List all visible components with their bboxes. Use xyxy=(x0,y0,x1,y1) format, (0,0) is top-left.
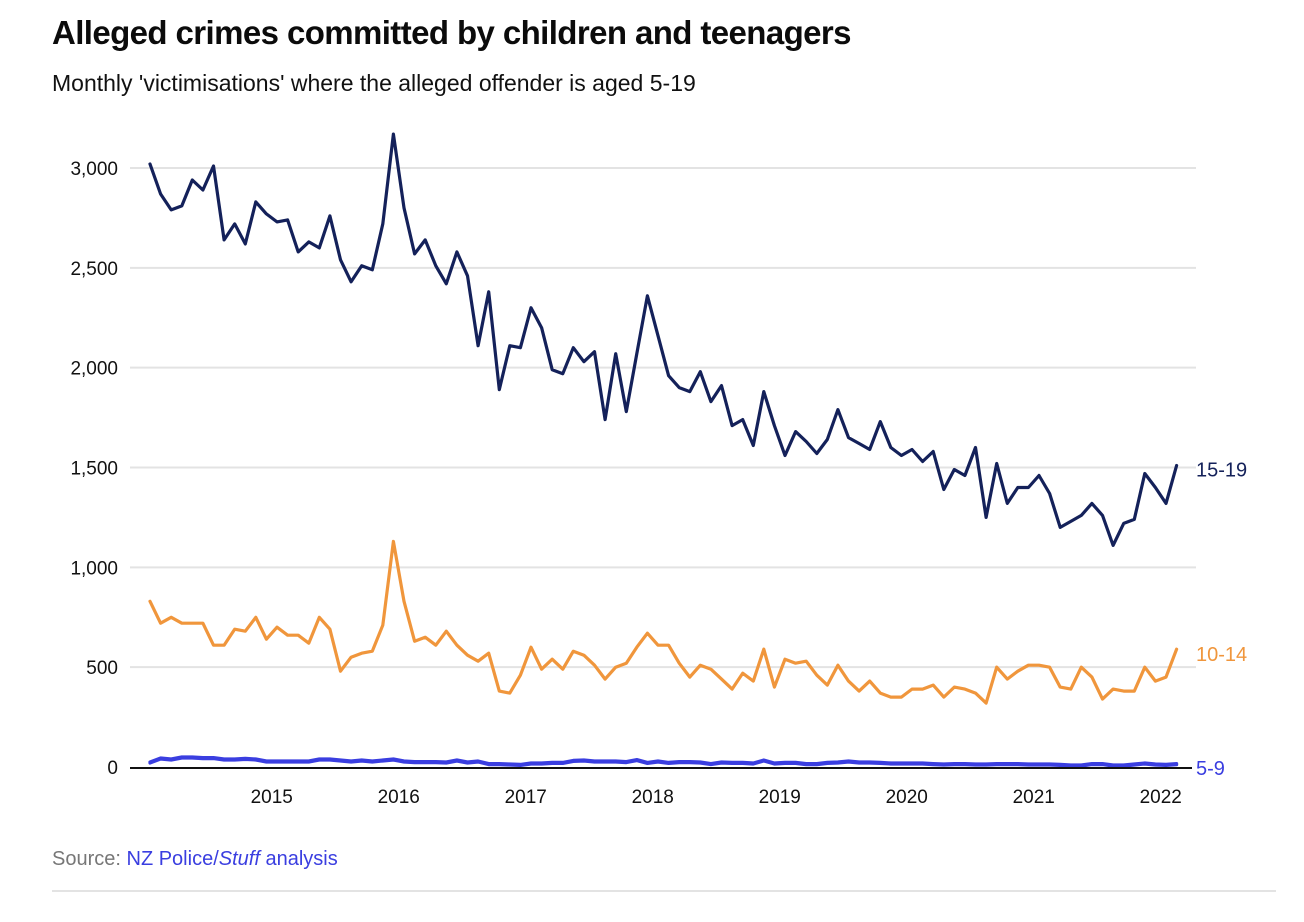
x-tick-label: 2021 xyxy=(1013,787,1055,808)
y-tick-label: 1,500 xyxy=(70,459,118,480)
source-link-text-2: analysis xyxy=(259,848,338,870)
source-link[interactable]: NZ Police/Stuff analysis xyxy=(127,848,338,870)
series-label-15-19: 15-19 xyxy=(1196,460,1247,482)
y-tick-label: 500 xyxy=(86,658,118,679)
source-note: Source: NZ Police/Stuff analysis xyxy=(52,848,338,871)
x-tick-label: 2022 xyxy=(1140,787,1182,808)
series-line-10-14 xyxy=(148,539,1179,705)
x-axis-baseline xyxy=(130,755,1192,769)
y-tick-label: 3,000 xyxy=(70,159,118,180)
chart-subtitle: Monthly 'victimisations' where the alleg… xyxy=(52,70,696,96)
x-tick-label: 2017 xyxy=(505,787,547,808)
y-tick-label: 0 xyxy=(107,758,118,779)
y-tick-label: 2,500 xyxy=(70,259,118,280)
x-tick-label: 2018 xyxy=(632,787,674,808)
series-line-5-9-overlay xyxy=(148,755,1179,767)
series-label-10-14: 10-14 xyxy=(1196,644,1247,666)
x-tick-label: 2016 xyxy=(378,787,420,808)
source-link-text-italic: Stuff xyxy=(218,848,260,870)
series-label-5-9: 5-9 xyxy=(1196,758,1225,780)
y-tick-label: 1,000 xyxy=(70,558,118,579)
source-link-text-1: NZ Police/ xyxy=(126,848,219,870)
y-tick-label: 2,000 xyxy=(70,359,118,380)
chart-title: Alleged crimes committed by children and… xyxy=(52,14,852,51)
x-tick-label: 2015 xyxy=(251,787,293,808)
gridlines xyxy=(130,167,1196,669)
series-lines xyxy=(148,132,1179,768)
series-line-15-19 xyxy=(148,132,1179,548)
x-tick-label: 2020 xyxy=(886,787,928,808)
divider xyxy=(52,890,1276,892)
series-labels: 15-19 10-14 5-9 xyxy=(1196,460,1247,781)
x-axis-ticks: 2015 2016 2017 2018 2019 2020 2021 2022 xyxy=(251,787,1182,808)
source-label: Source: xyxy=(52,848,121,870)
x-tick-label: 2019 xyxy=(759,787,801,808)
y-axis-ticks: 0 500 1,000 1,500 2,000 2,500 3,000 xyxy=(70,159,118,779)
